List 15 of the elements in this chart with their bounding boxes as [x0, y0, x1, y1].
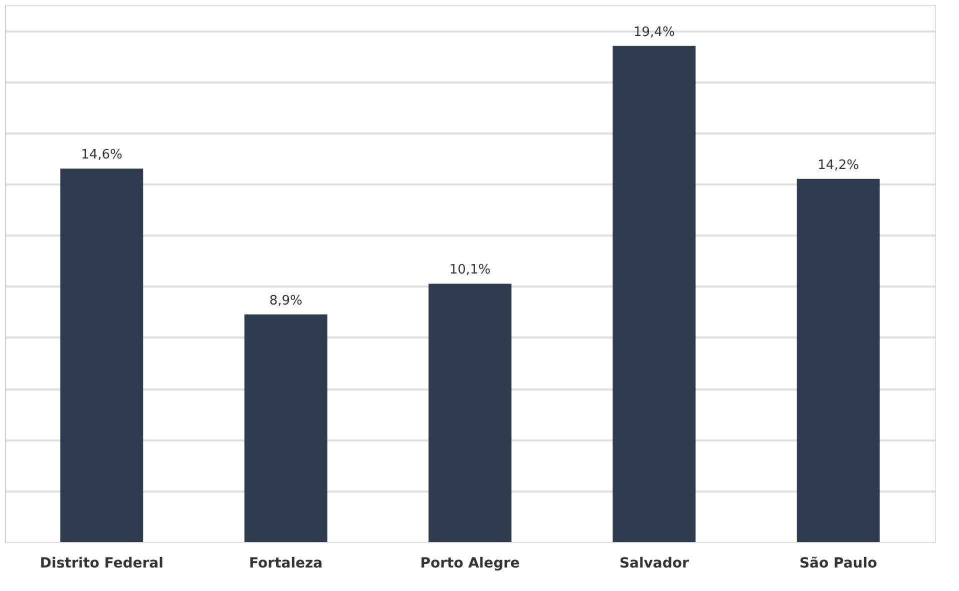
- x-tick-label: Salvador: [619, 556, 689, 572]
- bar: [796, 178, 880, 542]
- x-tick-label: Porto Alegre: [420, 556, 520, 572]
- bar: [244, 314, 328, 542]
- data-label: 14,2%: [818, 158, 859, 173]
- x-tick-label: Fortaleza: [249, 556, 323, 572]
- data-label: 19,4%: [634, 24, 675, 40]
- bar: [428, 284, 512, 542]
- data-label: 8,9%: [269, 293, 302, 308]
- x-tick-label: São Paulo: [799, 556, 878, 572]
- data-label: 10,1%: [449, 262, 491, 278]
- bar: [60, 168, 144, 542]
- data-label: 14,6%: [81, 148, 122, 163]
- x-tick-label: Distrito Federal: [40, 556, 164, 572]
- bar: [612, 46, 696, 542]
